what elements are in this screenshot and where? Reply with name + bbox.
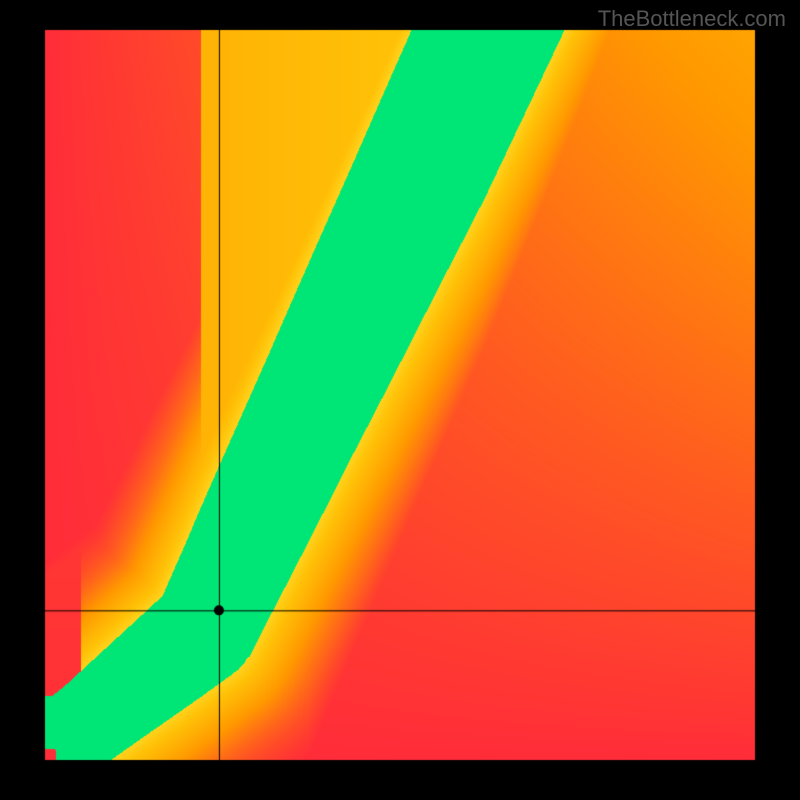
watermark-text: TheBottleneck.com bbox=[598, 6, 786, 32]
chart-container: TheBottleneck.com bbox=[0, 0, 800, 800]
bottleneck-heatmap bbox=[0, 0, 800, 800]
